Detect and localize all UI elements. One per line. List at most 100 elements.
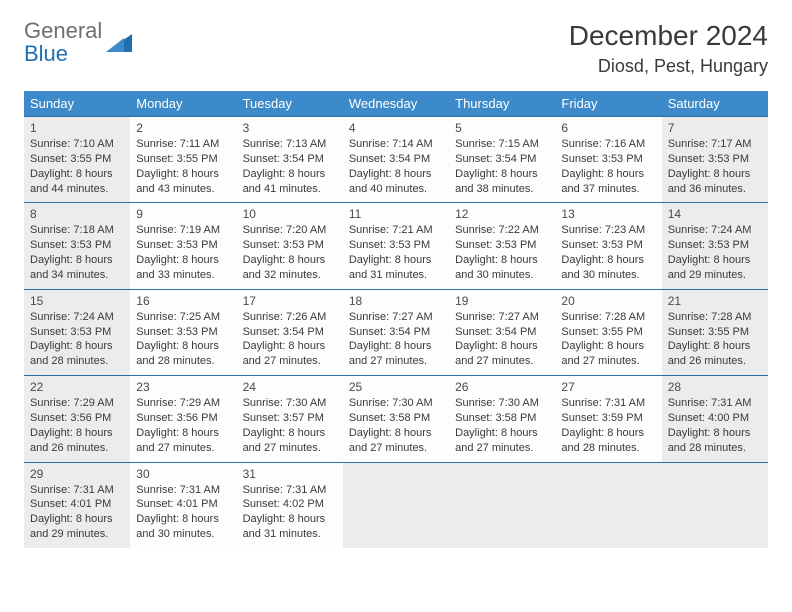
calendar-cell xyxy=(662,462,768,548)
calendar-cell: 4Sunrise: 7:14 AMSunset: 3:54 PMDaylight… xyxy=(343,116,449,202)
day-number: 19 xyxy=(455,294,549,308)
calendar-cell: 30Sunrise: 7:31 AMSunset: 4:01 PMDayligh… xyxy=(130,462,236,548)
day-number: 23 xyxy=(136,380,230,394)
calendar-week-row: 15Sunrise: 7:24 AMSunset: 3:53 PMDayligh… xyxy=(24,289,768,375)
daylight-line-2: and 27 minutes. xyxy=(243,354,337,369)
daylight-line-1: Daylight: 8 hours xyxy=(455,167,549,182)
daylight-line-1: Daylight: 8 hours xyxy=(561,339,655,354)
calendar-cell: 8Sunrise: 7:18 AMSunset: 3:53 PMDaylight… xyxy=(24,202,130,288)
calendar-cell xyxy=(449,462,555,548)
day-number: 24 xyxy=(243,380,337,394)
sunrise-line: Sunrise: 7:28 AM xyxy=(561,310,655,325)
calendar-cell: 23Sunrise: 7:29 AMSunset: 3:56 PMDayligh… xyxy=(130,375,236,461)
daylight-line-2: and 37 minutes. xyxy=(561,182,655,197)
daylight-line-2: and 44 minutes. xyxy=(30,182,124,197)
daylight-line-2: and 40 minutes. xyxy=(349,182,443,197)
day-number: 4 xyxy=(349,121,443,135)
daylight-line-2: and 28 minutes. xyxy=(136,354,230,369)
weekday-header: Wednesday xyxy=(343,91,449,116)
daylight-line-1: Daylight: 8 hours xyxy=(349,167,443,182)
daylight-line-1: Daylight: 8 hours xyxy=(30,167,124,182)
calendar-cell: 17Sunrise: 7:26 AMSunset: 3:54 PMDayligh… xyxy=(237,289,343,375)
daylight-line-1: Daylight: 8 hours xyxy=(455,426,549,441)
daylight-line-1: Daylight: 8 hours xyxy=(30,426,124,441)
sunrise-line: Sunrise: 7:31 AM xyxy=(668,396,762,411)
calendar-cell: 13Sunrise: 7:23 AMSunset: 3:53 PMDayligh… xyxy=(555,202,661,288)
sunrise-line: Sunrise: 7:30 AM xyxy=(455,396,549,411)
calendar-week-row: 29Sunrise: 7:31 AMSunset: 4:01 PMDayligh… xyxy=(24,462,768,548)
daylight-line-1: Daylight: 8 hours xyxy=(561,167,655,182)
sunset-line: Sunset: 3:54 PM xyxy=(243,325,337,340)
daylight-line-2: and 26 minutes. xyxy=(668,354,762,369)
sunset-line: Sunset: 3:54 PM xyxy=(455,152,549,167)
month-title: December 2024 xyxy=(569,20,768,52)
sunrise-line: Sunrise: 7:16 AM xyxy=(561,137,655,152)
day-number: 2 xyxy=(136,121,230,135)
daylight-line-2: and 28 minutes. xyxy=(30,354,124,369)
daylight-line-2: and 29 minutes. xyxy=(30,527,124,542)
day-number: 25 xyxy=(349,380,443,394)
daylight-line-1: Daylight: 8 hours xyxy=(243,426,337,441)
location: Diosd, Pest, Hungary xyxy=(569,56,768,77)
calendar-cell: 25Sunrise: 7:30 AMSunset: 3:58 PMDayligh… xyxy=(343,375,449,461)
calendar-cell xyxy=(343,462,449,548)
sunrise-line: Sunrise: 7:20 AM xyxy=(243,223,337,238)
day-number: 18 xyxy=(349,294,443,308)
daylight-line-2: and 41 minutes. xyxy=(243,182,337,197)
day-number: 17 xyxy=(243,294,337,308)
calendar-cell: 3Sunrise: 7:13 AMSunset: 3:54 PMDaylight… xyxy=(237,116,343,202)
daylight-line-1: Daylight: 8 hours xyxy=(668,339,762,354)
calendar-cell: 5Sunrise: 7:15 AMSunset: 3:54 PMDaylight… xyxy=(449,116,555,202)
day-number: 29 xyxy=(30,467,124,481)
sunset-line: Sunset: 3:54 PM xyxy=(349,325,443,340)
daylight-line-1: Daylight: 8 hours xyxy=(349,253,443,268)
daylight-line-2: and 32 minutes. xyxy=(243,268,337,283)
calendar-cell: 11Sunrise: 7:21 AMSunset: 3:53 PMDayligh… xyxy=(343,202,449,288)
day-number: 15 xyxy=(30,294,124,308)
sunrise-line: Sunrise: 7:29 AM xyxy=(30,396,124,411)
daylight-line-2: and 27 minutes. xyxy=(243,441,337,456)
calendar-cell: 26Sunrise: 7:30 AMSunset: 3:58 PMDayligh… xyxy=(449,375,555,461)
calendar-cell: 12Sunrise: 7:22 AMSunset: 3:53 PMDayligh… xyxy=(449,202,555,288)
daylight-line-2: and 30 minutes. xyxy=(455,268,549,283)
daylight-line-1: Daylight: 8 hours xyxy=(455,253,549,268)
sunrise-line: Sunrise: 7:31 AM xyxy=(30,483,124,498)
sunset-line: Sunset: 3:53 PM xyxy=(349,238,443,253)
sunset-line: Sunset: 4:00 PM xyxy=(668,411,762,426)
sunrise-line: Sunrise: 7:27 AM xyxy=(349,310,443,325)
day-number: 3 xyxy=(243,121,337,135)
day-number: 14 xyxy=(668,207,762,221)
calendar-cell: 10Sunrise: 7:20 AMSunset: 3:53 PMDayligh… xyxy=(237,202,343,288)
daylight-line-1: Daylight: 8 hours xyxy=(243,167,337,182)
sunrise-line: Sunrise: 7:23 AM xyxy=(561,223,655,238)
logo-triangle-icon xyxy=(106,30,132,57)
calendar-cell: 7Sunrise: 7:17 AMSunset: 3:53 PMDaylight… xyxy=(662,116,768,202)
sunset-line: Sunset: 3:55 PM xyxy=(136,152,230,167)
daylight-line-2: and 38 minutes. xyxy=(455,182,549,197)
sunrise-line: Sunrise: 7:11 AM xyxy=(136,137,230,152)
calendar-cell: 14Sunrise: 7:24 AMSunset: 3:53 PMDayligh… xyxy=(662,202,768,288)
day-number: 13 xyxy=(561,207,655,221)
weekday-header: Saturday xyxy=(662,91,768,116)
day-number: 21 xyxy=(668,294,762,308)
sunset-line: Sunset: 3:54 PM xyxy=(455,325,549,340)
sunset-line: Sunset: 3:58 PM xyxy=(455,411,549,426)
daylight-line-1: Daylight: 8 hours xyxy=(136,253,230,268)
daylight-line-1: Daylight: 8 hours xyxy=(136,426,230,441)
calendar-cell: 6Sunrise: 7:16 AMSunset: 3:53 PMDaylight… xyxy=(555,116,661,202)
daylight-line-2: and 27 minutes. xyxy=(136,441,230,456)
calendar-week-row: 8Sunrise: 7:18 AMSunset: 3:53 PMDaylight… xyxy=(24,202,768,288)
daylight-line-1: Daylight: 8 hours xyxy=(30,253,124,268)
title-block: December 2024 Diosd, Pest, Hungary xyxy=(569,20,768,77)
sunrise-line: Sunrise: 7:27 AM xyxy=(455,310,549,325)
daylight-line-1: Daylight: 8 hours xyxy=(668,167,762,182)
calendar-cell: 9Sunrise: 7:19 AMSunset: 3:53 PMDaylight… xyxy=(130,202,236,288)
sunrise-line: Sunrise: 7:31 AM xyxy=(136,483,230,498)
weekday-header: Sunday xyxy=(24,91,130,116)
sunset-line: Sunset: 3:53 PM xyxy=(668,152,762,167)
sunrise-line: Sunrise: 7:28 AM xyxy=(668,310,762,325)
sunset-line: Sunset: 3:55 PM xyxy=(30,152,124,167)
daylight-line-2: and 27 minutes. xyxy=(455,441,549,456)
daylight-line-2: and 27 minutes. xyxy=(561,354,655,369)
daylight-line-1: Daylight: 8 hours xyxy=(243,339,337,354)
